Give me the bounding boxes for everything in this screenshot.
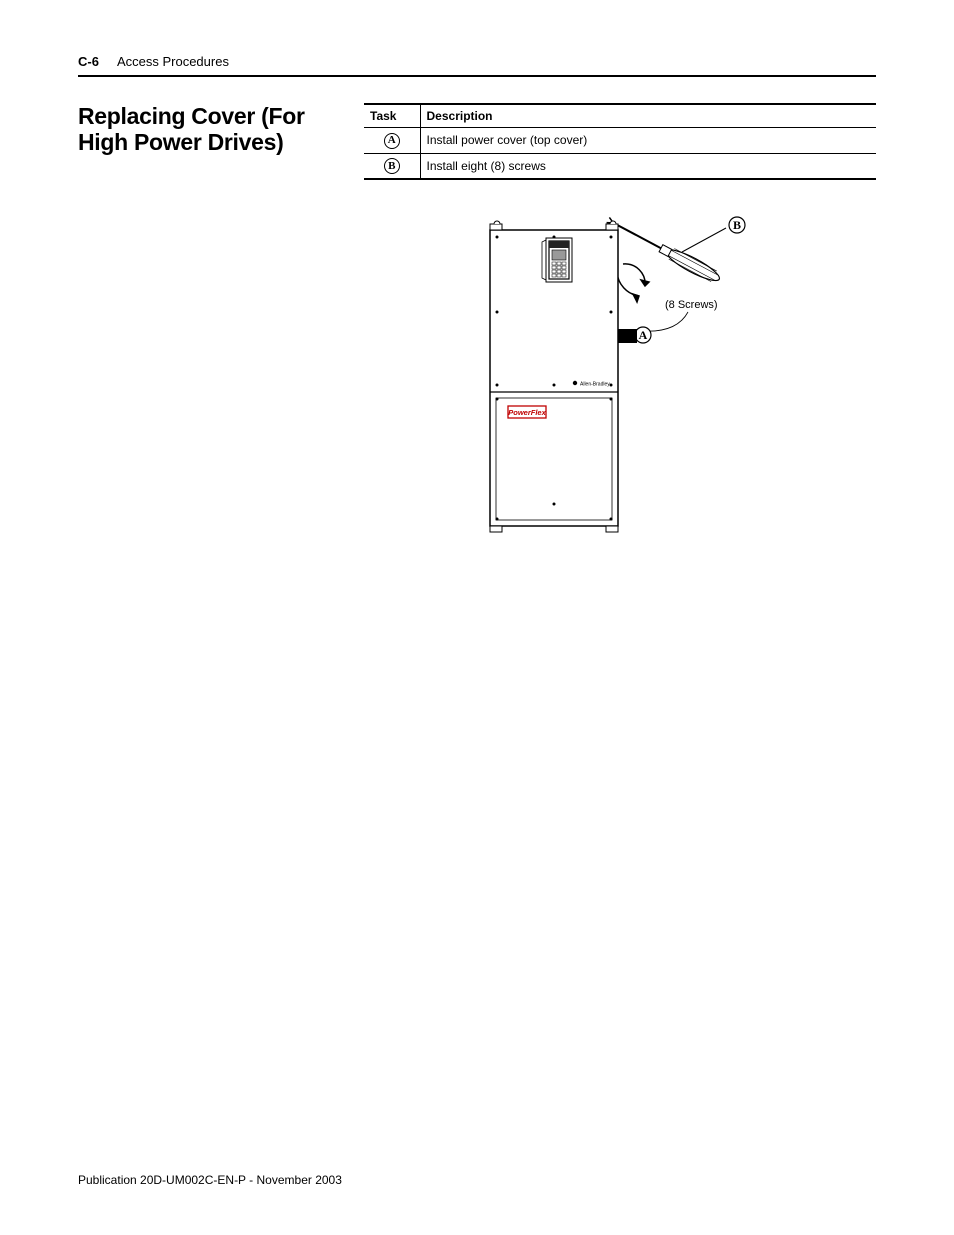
drive-figure: B [364,208,876,538]
badge-b-icon: B [384,158,400,174]
table-row: B Install eight (8) screws [364,153,876,179]
table-header-task: Task [364,104,420,128]
publication-footer: Publication 20D-UM002C-EN-P - November 2… [78,1173,342,1187]
svg-text:B: B [733,218,741,232]
svg-text:(8 Screws): (8 Screws) [665,299,718,311]
task-cell: A [364,128,420,154]
page-number: C-6 [78,54,99,69]
page-header: C-6 Access Procedures [78,54,876,77]
page-title: Replacing Cover (For High Power Drives) [78,103,346,156]
task-cell: B [364,153,420,179]
table-header-description: Description [420,104,876,128]
svg-text:A: A [639,328,648,342]
svg-text:Allen-Bradley: Allen-Bradley [580,382,610,388]
description-cell: Install eight (8) screws [420,153,876,179]
badge-a-icon: A [384,133,400,149]
task-table: Task Description A Install power cover (… [364,103,876,180]
description-cell: Install power cover (top cover) [420,128,876,154]
drive-svg: B [470,208,770,538]
header-section: Access Procedures [117,54,229,69]
svg-text:PowerFlex: PowerFlex [508,408,546,417]
table-row: A Install power cover (top cover) [364,128,876,154]
